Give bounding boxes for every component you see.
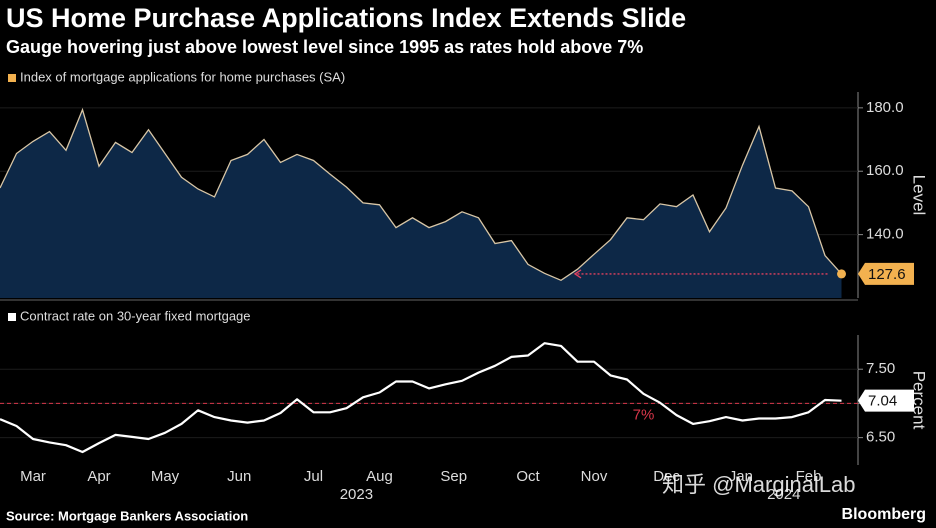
legend-label: Index of mortgage applications for home … <box>20 69 345 84</box>
y-axis-label: Level <box>910 175 929 216</box>
year-label: 2024 <box>767 486 800 503</box>
y-axis-label: Percent <box>910 371 929 430</box>
source: Source: Mortgage Bankers Association <box>6 508 248 523</box>
end-label: 7.04 <box>868 393 897 410</box>
x-tick-label: Apr <box>87 468 110 485</box>
end-point <box>837 269 846 279</box>
legend-swatch <box>8 74 16 82</box>
chart-subtitle: Gauge hovering just above lowest level s… <box>6 37 643 57</box>
x-tick-label: Feb <box>796 468 822 485</box>
area-line <box>0 107 842 282</box>
x-tick-label: Mar <box>20 468 46 485</box>
x-tick-label: May <box>151 468 180 485</box>
y-tick-label: 180.0 <box>866 99 904 116</box>
y-tick-label: 7.50 <box>866 360 895 377</box>
legend-label: Contract rate on 30-year fixed mortgage <box>20 308 251 323</box>
reference-label: 7% <box>633 406 655 423</box>
y-tick-label: 140.0 <box>866 226 904 243</box>
x-tick-label: Dec <box>653 468 680 485</box>
area-fill <box>0 109 842 298</box>
end-label-tag <box>858 389 914 412</box>
y-tick-label: 6.50 <box>866 429 895 446</box>
x-tick-label: Nov <box>581 468 608 485</box>
legend-swatch <box>8 313 16 321</box>
watermark: 知乎 @MarginalLab <box>662 472 856 497</box>
y-tick-label: 160.0 <box>866 162 904 179</box>
chart-title: US Home Purchase Applications Index Exte… <box>6 3 686 33</box>
x-tick-label: Aug <box>366 468 393 485</box>
brand: Bloomberg <box>842 506 926 523</box>
x-tick-label: Jul <box>304 468 323 485</box>
end-label-tag <box>858 262 914 285</box>
end-label: 127.6 <box>868 266 906 283</box>
x-tick-label: Oct <box>516 468 540 485</box>
x-tick-label: Jun <box>227 468 251 485</box>
x-tick-label: Sep <box>440 468 467 485</box>
x-tick-label: Jan <box>729 468 753 485</box>
line <box>0 342 842 454</box>
year-label: 2023 <box>340 486 373 503</box>
arrow-head <box>573 269 582 279</box>
